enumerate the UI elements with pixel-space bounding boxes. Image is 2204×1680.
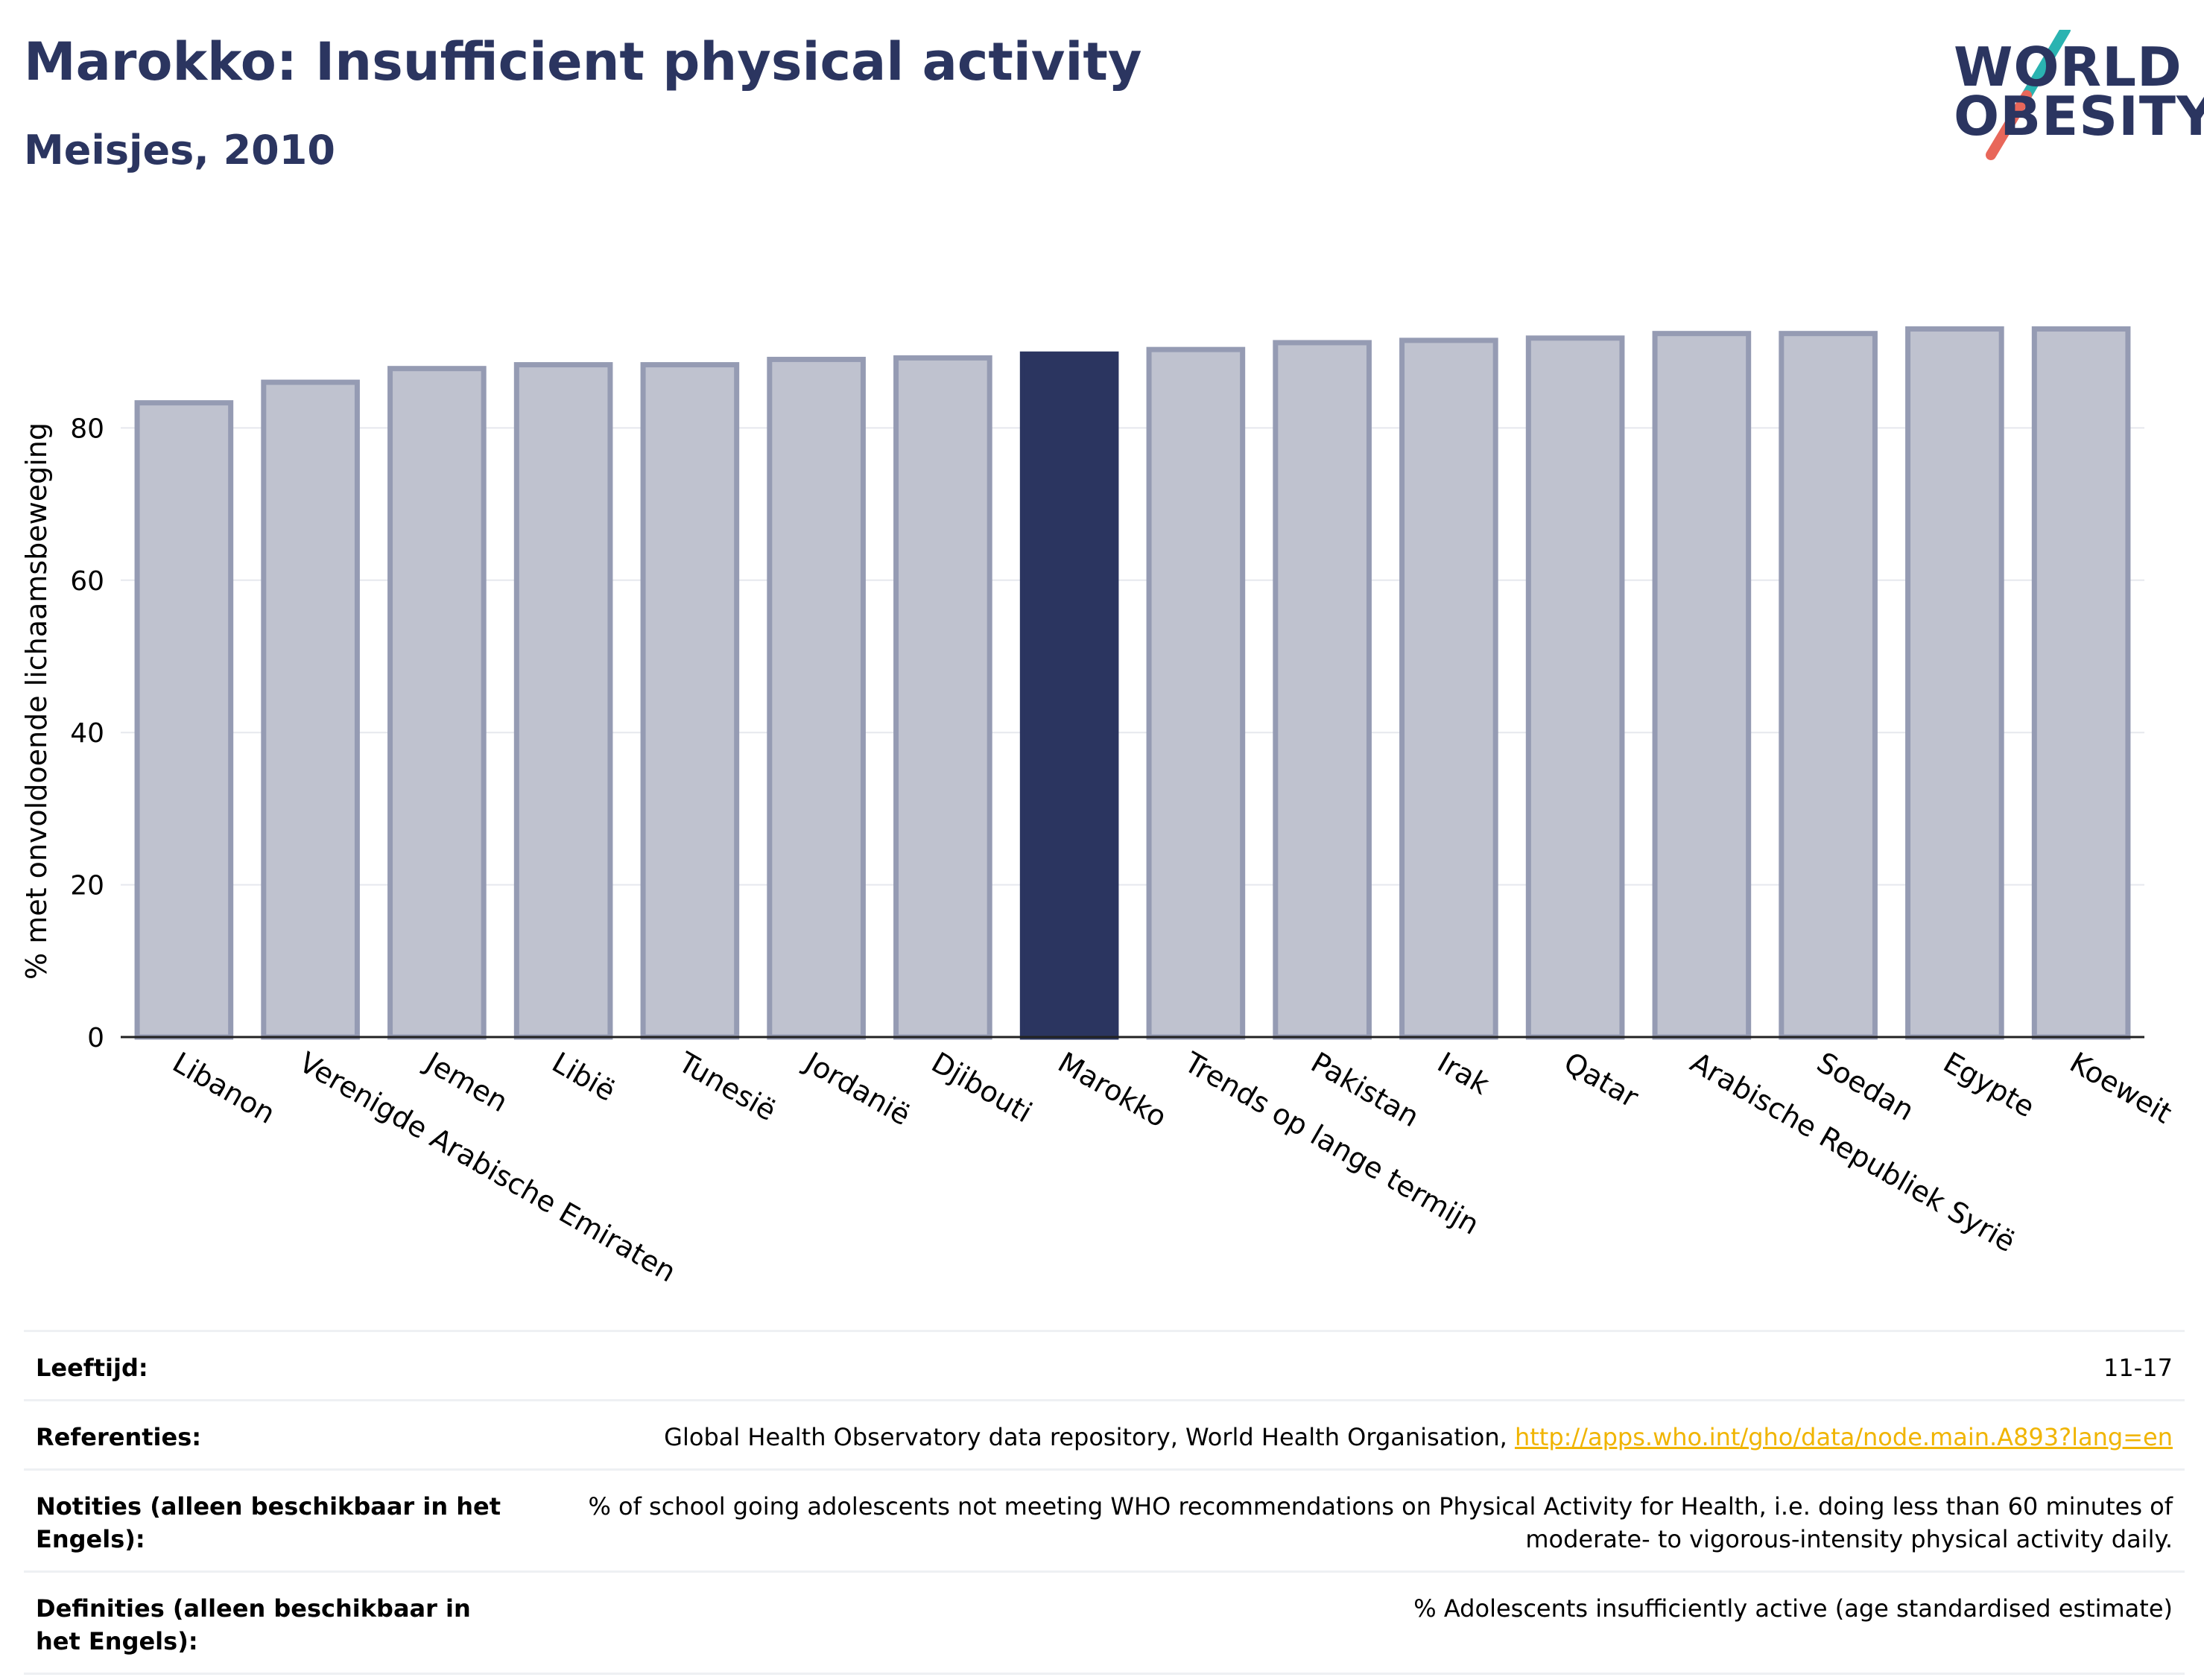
bar-chart: 0 20 40 60 80 Libanon Verenigde Arabische Emi… <box>20 326 2177 1289</box>
bar <box>513 362 613 1040</box>
reference-link[interactable]: http://apps.who.int/gho/data/node.main.A… <box>1514 1423 2173 1451</box>
info-row-age: Leeftijd: 11-17 <box>24 1332 2185 1401</box>
bar <box>1273 340 1372 1040</box>
bar <box>134 400 234 1040</box>
info-label: Definities (alleen beschikbaar in het En… <box>36 1594 471 1655</box>
y-tick-label: 0 <box>87 1023 104 1053</box>
x-tick-label: Koeweit <box>2065 1046 2178 1130</box>
info-value: 11-17 <box>2103 1354 2173 1382</box>
info-row-definitions: Definities (alleen beschikbaar in het En… <box>24 1573 2185 1675</box>
x-tick-label: Tunesië <box>673 1045 782 1127</box>
x-tick-label: Irak <box>1432 1046 1495 1101</box>
bar <box>1399 337 1498 1040</box>
logo-text-world: WORLD <box>1954 36 2182 98</box>
y-tick-label: 60 <box>70 566 104 597</box>
bar <box>1779 331 1878 1040</box>
info-value-references: Global Health Observatory data repositor… <box>513 1421 2173 1454</box>
x-tick-label: Jemen <box>419 1045 513 1119</box>
bar <box>2031 326 2131 1040</box>
x-tick-label: Djibouti <box>926 1046 1038 1129</box>
bar <box>767 356 866 1040</box>
info-row-references: Referenties: Global Health Observatory d… <box>24 1401 2185 1471</box>
info-label: Notities (alleen beschikbaar in het Enge… <box>36 1492 501 1553</box>
bar <box>387 366 487 1040</box>
chart-bars <box>134 326 2131 1040</box>
bar <box>893 355 992 1040</box>
info-label: Leeftijd: <box>36 1354 148 1382</box>
info-table: Leeftijd: 11-17 Referenties: Global Heal… <box>24 1330 2185 1675</box>
info-value: % of school going adolescents not meetin… <box>588 1492 2173 1553</box>
bar-highlighted <box>1019 351 1119 1040</box>
y-axis-label: % met onvoldoende lichaamsbeweging <box>20 422 53 980</box>
bar <box>1146 346 1246 1040</box>
bar <box>640 362 740 1040</box>
x-tick-label: Marokko <box>1053 1046 1173 1134</box>
info-value: % Adolescents insufficiently active (age… <box>1413 1594 2173 1623</box>
y-tick-label: 20 <box>70 871 104 901</box>
x-tick-label: Libië <box>547 1046 621 1108</box>
bar <box>1905 326 2004 1040</box>
bar <box>1652 331 1752 1040</box>
x-tick-label: Qatar <box>1559 1046 1644 1115</box>
page-title: Marokko: Insufficient physical activity <box>24 31 1142 92</box>
x-tick-label: Jordanië <box>798 1045 916 1132</box>
y-tick-label: 80 <box>70 413 104 444</box>
chart-axes: 0 20 40 60 80 <box>70 413 2144 1053</box>
x-tick-label: Egypte <box>1938 1046 2040 1124</box>
chart-x-tick-labels: Libanon Verenigde Arabische EmiratenJemen… <box>167 1045 2177 1289</box>
x-tick-label: Libanon <box>167 1046 280 1130</box>
bar <box>261 379 360 1040</box>
world-obesity-logo[interactable]: WORLD OBESITY <box>1937 30 2204 164</box>
page-subtitle: Meisjes, 2010 <box>24 127 335 174</box>
logo-text-obesity: OBESITY <box>1954 85 2204 148</box>
info-label: Referenties: <box>36 1423 202 1451</box>
y-tick-label: 40 <box>70 718 104 749</box>
logo-slash-icon <box>1986 30 2071 160</box>
bar <box>1525 335 1625 1040</box>
info-row-notes: Notities (alleen beschikbaar in het Enge… <box>24 1471 2185 1573</box>
reference-text: Global Health Observatory data repositor… <box>664 1423 1515 1451</box>
x-tick-label: Soedan <box>1811 1046 1919 1127</box>
